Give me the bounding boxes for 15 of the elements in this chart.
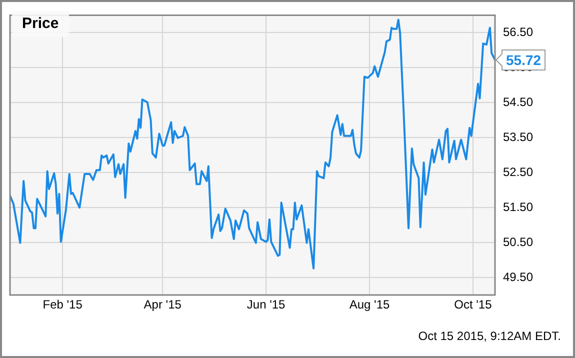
x-tick-label: Feb '15: [42, 298, 83, 312]
x-tick-label: Apr '15: [144, 298, 182, 312]
y-tick-label: 54.50: [503, 94, 534, 109]
y-tick-label: 53.50: [503, 130, 534, 144]
x-tick-label: Jun '15: [246, 298, 286, 312]
y-tick-label: 51.50: [503, 200, 534, 214]
x-tick-label: Oct '15: [454, 298, 492, 312]
x-tick-label: Aug '15: [349, 298, 390, 312]
y-tick-label: 49.50: [503, 270, 534, 284]
y-tick-label: 52.50: [503, 164, 534, 179]
y-tick-label: 50.50: [503, 234, 534, 249]
data-label: 55.72: [506, 52, 542, 68]
chart-title: Price: [12, 11, 69, 37]
y-tick-label: 56.50: [503, 25, 534, 39]
text: Oct 15 2015, 9:12AM EDT.: [418, 329, 561, 343]
